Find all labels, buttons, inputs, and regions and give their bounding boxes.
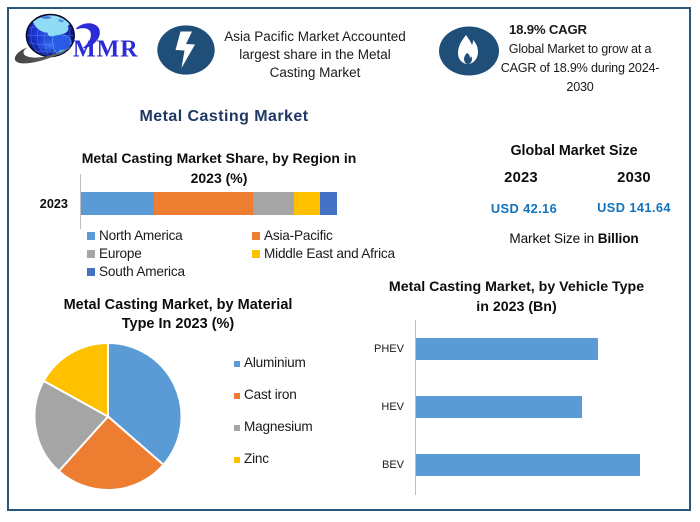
svg-text:MMR: MMR: [73, 37, 139, 63]
